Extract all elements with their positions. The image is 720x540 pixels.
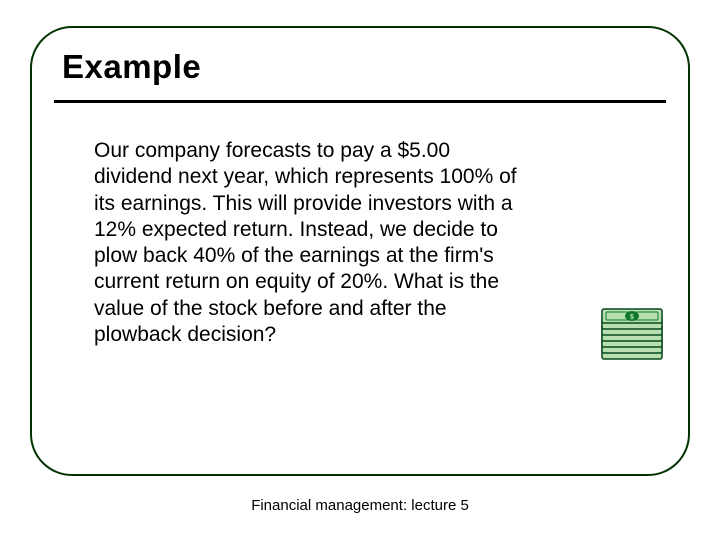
- title-underline: [54, 100, 666, 103]
- slide-title: Example: [62, 48, 201, 86]
- svg-text:$: $: [630, 314, 634, 321]
- body-text: Our company forecasts to pay a $5.00 div…: [94, 138, 534, 348]
- footer-text: Financial management: lecture 5: [0, 497, 720, 514]
- money-stack-icon: $: [596, 305, 670, 365]
